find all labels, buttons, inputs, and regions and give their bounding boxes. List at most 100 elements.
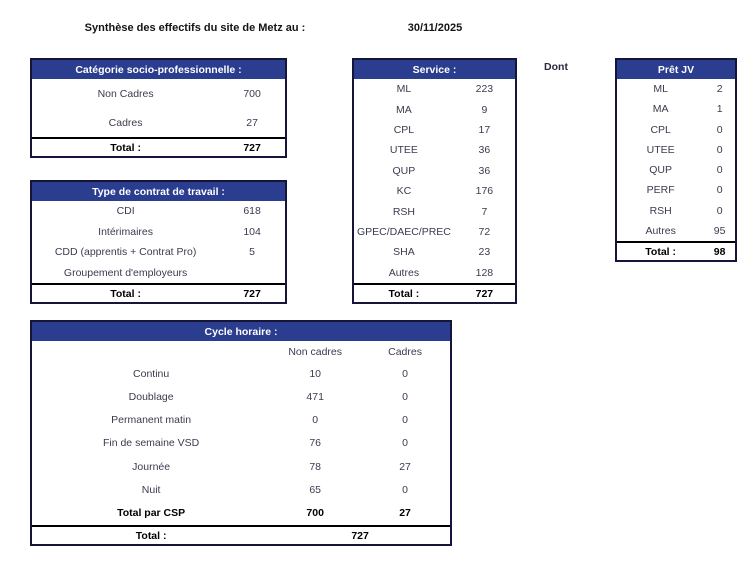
row-value: 1 (716, 103, 723, 116)
row-label: Cadres (108, 116, 143, 129)
page-title: Synthèse des effectifs du site de Metz a… (84, 22, 306, 34)
total-par-csp-row: Total par CSP 700 27 (32, 502, 450, 525)
row-value-cadres: 0 (402, 484, 408, 497)
table-categorie-socio-professionnelle: Catégorie socio-professionnelle : Non Ca… (30, 58, 287, 158)
row-label: KC (396, 185, 412, 198)
row-label: CPL (393, 124, 415, 137)
table-row: SHA 23 (354, 242, 515, 262)
column-header-empty (32, 341, 270, 362)
row-value-non-cadres: 0 (312, 414, 319, 427)
row-value-non-cadres: 76 (309, 437, 322, 450)
table-header-pret-jv: Prêt JV (617, 60, 735, 79)
dont-label: Dont (544, 61, 568, 73)
total-value: 98 (713, 245, 726, 258)
row-value: 0 (716, 184, 723, 197)
row-label: ML (396, 83, 412, 96)
table-pret-jv: Prêt JV ML 2 MA 1 CPL 0 UTEE 0 QUP 0 PER… (615, 58, 737, 262)
column-header-row: Non cadres Cadres (32, 341, 450, 362)
row-value: 2 (716, 83, 723, 96)
row-label: Intérimaires (98, 225, 154, 238)
column-header-non-cadres: Non cadres (288, 345, 343, 358)
total-label: Total : (110, 287, 141, 300)
row-label: Fin de semaine VSD (102, 437, 200, 450)
row-value (219, 263, 285, 284)
table-row: Continu 10 0 (32, 362, 450, 385)
table-row: ML 223 (354, 79, 515, 99)
table-row: Doublage 471 0 (32, 385, 450, 408)
table-body-contrat: CDI 618 Intérimaires 104 CDD (apprentis … (32, 201, 285, 283)
table-row: Autres 128 (354, 263, 515, 283)
total-csp-label: Total par CSP (117, 507, 186, 520)
row-value: 17 (478, 124, 491, 137)
table-body-pret-jv: ML 2 MA 1 CPL 0 UTEE 0 QUP 0 PERF 0 RSH … (617, 79, 735, 241)
row-label: CDI (116, 205, 135, 218)
row-label: QUP (649, 164, 673, 177)
table-row: Journée 78 27 (32, 455, 450, 478)
row-label: Permanent matin (111, 414, 192, 427)
row-label: RSH (649, 204, 672, 217)
row-value-cadres: 27 (399, 460, 411, 473)
table-row: MA 1 (617, 99, 735, 119)
row-label: UTEE (389, 144, 418, 157)
table-row: QUP 36 (354, 161, 515, 181)
row-value: 9 (481, 103, 488, 116)
total-value: 727 (351, 529, 369, 542)
row-value-non-cadres: 471 (306, 390, 324, 403)
column-header-cadres: Cadres (388, 345, 422, 358)
row-label: RSH (392, 205, 415, 218)
table-row: RSH 0 (617, 201, 735, 221)
row-label: Continu (133, 367, 170, 380)
table-row: Non Cadres 700 (32, 79, 285, 108)
table-row: Permanent matin 0 0 (32, 409, 450, 432)
total-row-contrat: Total : 727 (32, 283, 285, 302)
row-value-cadres: 0 (402, 437, 408, 450)
total-row-cycle-horaire: Total : 727 (32, 525, 450, 544)
table-body-cycle-horaire: Non cadres Cadres Continu 10 0 Doublage … (32, 341, 450, 525)
table-row: QUP 0 (617, 160, 735, 180)
row-value: 176 (475, 185, 494, 198)
table-row: CPL 17 (354, 120, 515, 140)
table-row: Cadres 27 (32, 108, 285, 137)
row-value: 223 (475, 83, 494, 96)
row-label: MA (396, 103, 412, 116)
row-label: Autres (388, 266, 420, 279)
total-label: Total : (645, 245, 677, 258)
table-row: Intérimaires 104 (32, 222, 285, 243)
table-row: UTEE 36 (354, 140, 515, 160)
table-row: RSH 7 (354, 201, 515, 221)
row-value: 7 (481, 205, 488, 218)
total-row-service: Total : 727 (354, 283, 515, 302)
total-value: 727 (243, 287, 261, 300)
row-label: UTEE (646, 143, 675, 156)
table-service: Service : ML 223 MA 9 CPL 17 UTEE 36 QUP… (352, 58, 517, 304)
row-value: 36 (478, 144, 491, 157)
table-header-service: Service : (354, 60, 515, 79)
table-row: CDI 618 (32, 201, 285, 222)
row-value: 0 (716, 204, 723, 217)
total-csp-non-cadres: 700 (306, 507, 324, 520)
row-value: 95 (713, 224, 726, 237)
row-value: 0 (716, 164, 723, 177)
total-label: Total : (110, 141, 141, 154)
row-label: QUP (392, 164, 416, 177)
row-value-cadres: 0 (402, 367, 408, 380)
row-value: 0 (716, 123, 723, 136)
total-row-pret-jv: Total : 98 (617, 241, 735, 260)
total-label: Total : (135, 529, 167, 542)
table-header-categorie: Catégorie socio-professionnelle : (32, 60, 285, 79)
row-value: 5 (249, 246, 256, 259)
row-value-non-cadres: 65 (309, 484, 322, 497)
row-value: 0 (716, 143, 723, 156)
row-value-non-cadres: 78 (309, 460, 322, 473)
row-label: ML (653, 83, 668, 96)
row-label: Doublage (128, 390, 174, 403)
report-date: 30/11/2025 (407, 22, 463, 34)
table-header-contrat: Type de contrat de travail : (32, 182, 285, 201)
total-value: 727 (243, 141, 261, 154)
row-label: CPL (650, 123, 671, 136)
row-value-cadres: 0 (402, 414, 408, 427)
row-label: Autres (645, 224, 676, 237)
row-label: Groupement d'employeurs (63, 266, 188, 279)
row-value: 27 (246, 116, 258, 129)
table-row: KC 176 (354, 181, 515, 201)
